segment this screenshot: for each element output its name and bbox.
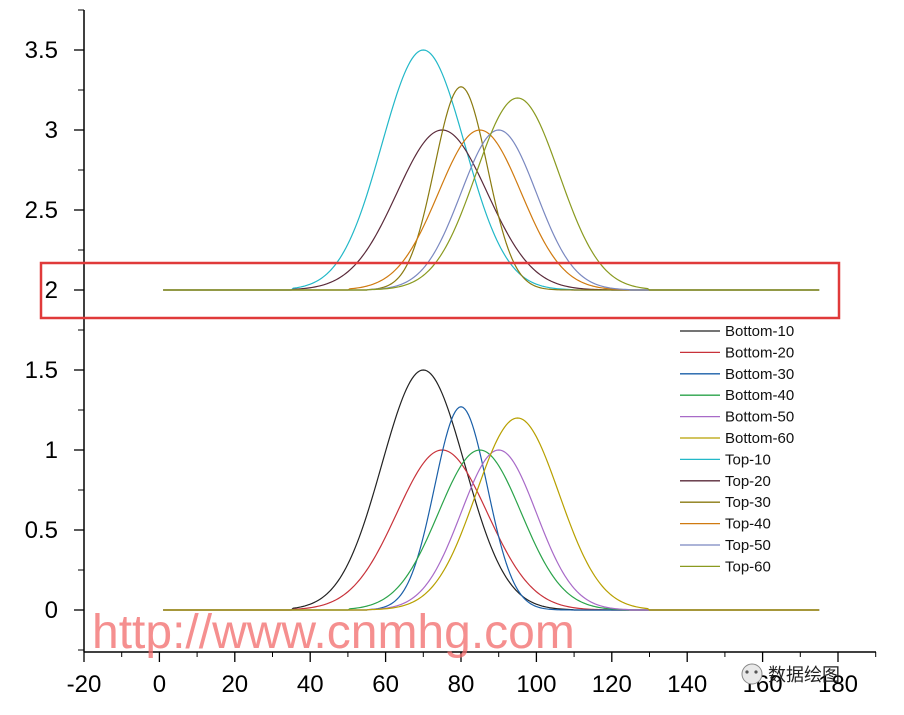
series-line-top-50 <box>163 129 820 291</box>
series-line-top-40 <box>163 129 820 291</box>
y-tick-label: 3.5 <box>25 37 58 64</box>
wechat-icon-eye-left <box>745 670 749 674</box>
x-tick-label: 40 <box>297 671 324 698</box>
x-tick-label: 140 <box>667 671 707 698</box>
series-line-bottom-30 <box>163 406 820 611</box>
wechat-icon-eye-right <box>754 670 758 674</box>
legend-label: Top-20 <box>725 473 771 490</box>
series-line-bottom-50 <box>163 449 820 611</box>
x-tick-label: 180 <box>818 671 858 698</box>
y-tick-label: 1.5 <box>25 357 58 384</box>
x-tick-label: 100 <box>516 671 556 698</box>
x-tick-label: -20 <box>67 671 102 698</box>
series-line-top-60 <box>163 97 820 291</box>
legend-label: Top-40 <box>725 516 771 533</box>
logo-text: 数据绘图 <box>768 665 840 686</box>
wechat-icon <box>741 663 763 685</box>
series-line-top-30 <box>163 86 820 291</box>
legend-label: Bottom-30 <box>725 366 794 383</box>
y-tick-label: 0 <box>45 597 58 624</box>
legend-label: Top-50 <box>725 537 771 554</box>
x-tick-label: 0 <box>153 671 166 698</box>
logo: 数据绘图 <box>741 663 840 686</box>
y-tick-label: 1 <box>45 437 58 464</box>
series-line-bottom-20 <box>163 449 820 611</box>
series-line-top-10 <box>163 49 820 291</box>
legend-label: Top-60 <box>725 558 771 575</box>
axes-layer: 00.511.522.533.5-20 0 20 40 60 80 100 120 140 160… <box>25 9 877 698</box>
series-line-bottom-60 <box>163 417 820 611</box>
y-tick-label: 2.5 <box>25 197 58 224</box>
x-tick-label: 20 <box>221 671 248 698</box>
legend: Bottom-10 Bottom-20 Bottom-30 Bottom-40 Bott… <box>680 323 794 575</box>
series-line-top-20 <box>163 129 820 291</box>
y-tick-label: 0.5 <box>25 517 58 544</box>
x-tick-label: 120 <box>592 671 632 698</box>
legend-label: Bottom-10 <box>725 323 794 340</box>
x-tick-label: 60 <box>372 671 399 698</box>
legend-label: Top-30 <box>725 494 771 511</box>
highlight-box <box>39 261 841 320</box>
y-tick-label: 3 <box>45 117 58 144</box>
legend-label: Bottom-40 <box>725 387 794 404</box>
legend-label: Bottom-20 <box>725 344 794 361</box>
legend-label: Bottom-50 <box>725 409 794 426</box>
series-line-bottom-10 <box>163 369 820 611</box>
y-tick-label: 2 <box>45 277 58 304</box>
legend-label: Top-10 <box>725 451 771 468</box>
watermark-text: http://www.cnmhg.com <box>92 606 575 659</box>
series-line-bottom-40 <box>163 449 820 611</box>
series-layer <box>163 49 820 611</box>
x-tick-label: 80 <box>448 671 475 698</box>
legend-label: Bottom-60 <box>725 430 794 447</box>
